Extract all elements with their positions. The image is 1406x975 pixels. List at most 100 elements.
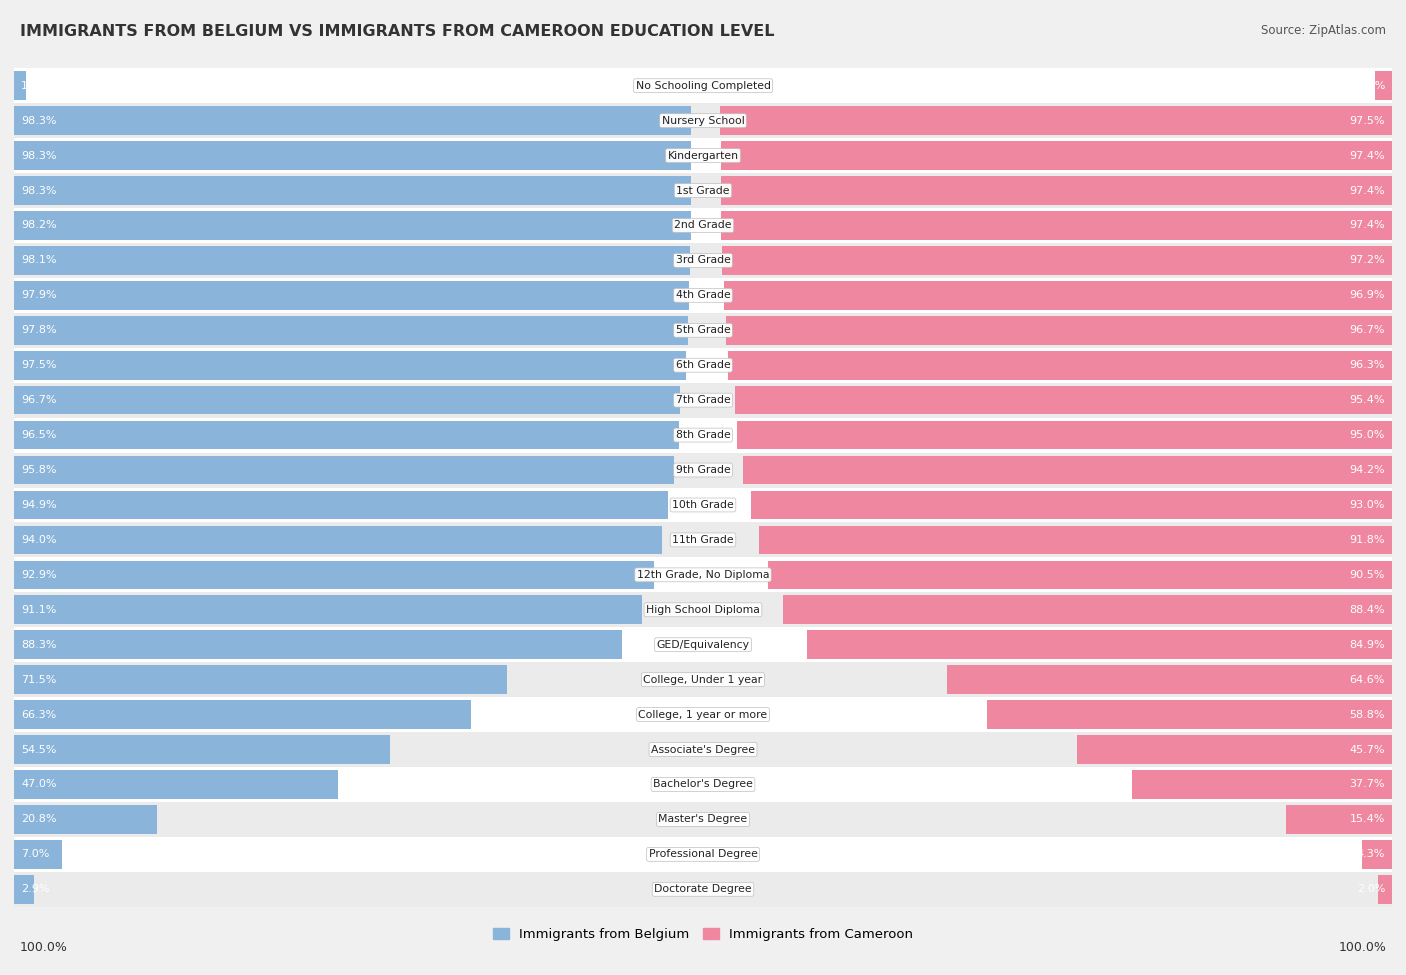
Text: Source: ZipAtlas.com: Source: ZipAtlas.com	[1261, 24, 1386, 37]
Text: No Schooling Completed: No Schooling Completed	[636, 81, 770, 91]
Text: 7.0%: 7.0%	[21, 849, 49, 859]
Text: 1st Grade: 1st Grade	[676, 185, 730, 196]
Bar	[14, 735, 389, 763]
Bar	[946, 665, 1392, 694]
Text: Kindergarten: Kindergarten	[668, 150, 738, 161]
Text: 92.9%: 92.9%	[21, 569, 56, 580]
Bar	[14, 523, 1392, 558]
Text: College, Under 1 year: College, Under 1 year	[644, 675, 762, 684]
Text: 97.4%: 97.4%	[1350, 185, 1385, 196]
Text: 1.7%: 1.7%	[21, 81, 49, 91]
Text: 98.3%: 98.3%	[21, 150, 56, 161]
Text: 98.2%: 98.2%	[21, 220, 56, 230]
Text: 7th Grade: 7th Grade	[676, 395, 730, 406]
Bar	[14, 558, 1392, 593]
Text: 5th Grade: 5th Grade	[676, 326, 730, 335]
Text: 54.5%: 54.5%	[21, 745, 56, 755]
Text: 4th Grade: 4th Grade	[676, 291, 730, 300]
Text: 15.4%: 15.4%	[1350, 814, 1385, 825]
Bar	[1132, 770, 1392, 799]
Bar	[14, 421, 679, 449]
Bar	[725, 316, 1392, 344]
Bar	[735, 386, 1392, 414]
Bar	[14, 386, 681, 414]
Text: 96.7%: 96.7%	[21, 395, 56, 406]
Text: 58.8%: 58.8%	[1350, 710, 1385, 720]
Text: 2.9%: 2.9%	[21, 884, 49, 894]
Text: 97.4%: 97.4%	[1350, 150, 1385, 161]
Bar	[738, 421, 1392, 449]
Text: GED/Equivalency: GED/Equivalency	[657, 640, 749, 649]
Text: College, 1 year or more: College, 1 year or more	[638, 710, 768, 720]
Bar	[14, 68, 1392, 103]
Text: 11th Grade: 11th Grade	[672, 535, 734, 545]
Bar	[14, 875, 34, 904]
Bar	[14, 697, 1392, 732]
Bar	[14, 770, 337, 799]
Bar	[14, 561, 654, 589]
Text: 94.0%: 94.0%	[21, 535, 56, 545]
Bar	[14, 382, 1392, 417]
Bar	[14, 138, 1392, 174]
Text: 2.0%: 2.0%	[1357, 884, 1385, 894]
Bar	[14, 840, 62, 869]
Text: 97.4%: 97.4%	[1350, 220, 1385, 230]
Text: 2.5%: 2.5%	[1357, 81, 1385, 91]
Bar	[1375, 71, 1392, 100]
Text: Professional Degree: Professional Degree	[648, 849, 758, 859]
Bar	[14, 316, 688, 344]
Text: 98.1%: 98.1%	[21, 255, 56, 265]
Bar	[14, 281, 689, 310]
Text: 4.3%: 4.3%	[1357, 849, 1385, 859]
Bar	[724, 281, 1392, 310]
Bar	[14, 452, 1392, 488]
Text: 64.6%: 64.6%	[1350, 675, 1385, 684]
Text: Bachelor's Degree: Bachelor's Degree	[652, 779, 754, 790]
Bar	[14, 141, 692, 170]
Bar	[14, 278, 1392, 313]
Bar	[14, 243, 1392, 278]
Bar	[14, 174, 1392, 208]
Text: 97.9%: 97.9%	[21, 291, 56, 300]
Text: 94.2%: 94.2%	[1350, 465, 1385, 475]
Text: Nursery School: Nursery School	[662, 116, 744, 126]
Text: IMMIGRANTS FROM BELGIUM VS IMMIGRANTS FROM CAMEROON EDUCATION LEVEL: IMMIGRANTS FROM BELGIUM VS IMMIGRANTS FR…	[20, 24, 775, 39]
Bar	[1378, 875, 1392, 904]
Bar	[723, 246, 1392, 275]
Bar	[1362, 840, 1392, 869]
Bar	[14, 627, 1392, 662]
Bar	[1077, 735, 1392, 763]
Text: 98.3%: 98.3%	[21, 116, 56, 126]
Bar	[14, 488, 1392, 523]
Text: 6th Grade: 6th Grade	[676, 360, 730, 370]
Text: 97.8%: 97.8%	[21, 326, 56, 335]
Text: 2nd Grade: 2nd Grade	[675, 220, 731, 230]
Bar	[742, 455, 1392, 485]
Text: 93.0%: 93.0%	[1350, 500, 1385, 510]
Text: 45.7%: 45.7%	[1350, 745, 1385, 755]
Text: 47.0%: 47.0%	[21, 779, 56, 790]
Bar	[728, 351, 1392, 379]
Text: 71.5%: 71.5%	[21, 675, 56, 684]
Text: 9th Grade: 9th Grade	[676, 465, 730, 475]
Bar	[14, 313, 1392, 348]
Text: 88.3%: 88.3%	[21, 640, 56, 649]
Text: 96.9%: 96.9%	[1350, 291, 1385, 300]
Bar	[14, 662, 1392, 697]
Bar	[769, 561, 1392, 589]
Text: 100.0%: 100.0%	[1339, 941, 1386, 954]
Bar	[14, 71, 25, 100]
Text: 98.3%: 98.3%	[21, 185, 56, 196]
Text: 97.2%: 97.2%	[1350, 255, 1385, 265]
Text: Doctorate Degree: Doctorate Degree	[654, 884, 752, 894]
Bar	[14, 872, 1392, 907]
Text: 91.1%: 91.1%	[21, 604, 56, 615]
Bar	[14, 767, 1392, 801]
Bar	[14, 732, 1392, 767]
Text: 96.5%: 96.5%	[21, 430, 56, 440]
Bar	[14, 176, 692, 205]
Text: 20.8%: 20.8%	[21, 814, 56, 825]
Bar	[14, 490, 668, 520]
Bar	[14, 700, 471, 729]
Text: 95.0%: 95.0%	[1350, 430, 1385, 440]
